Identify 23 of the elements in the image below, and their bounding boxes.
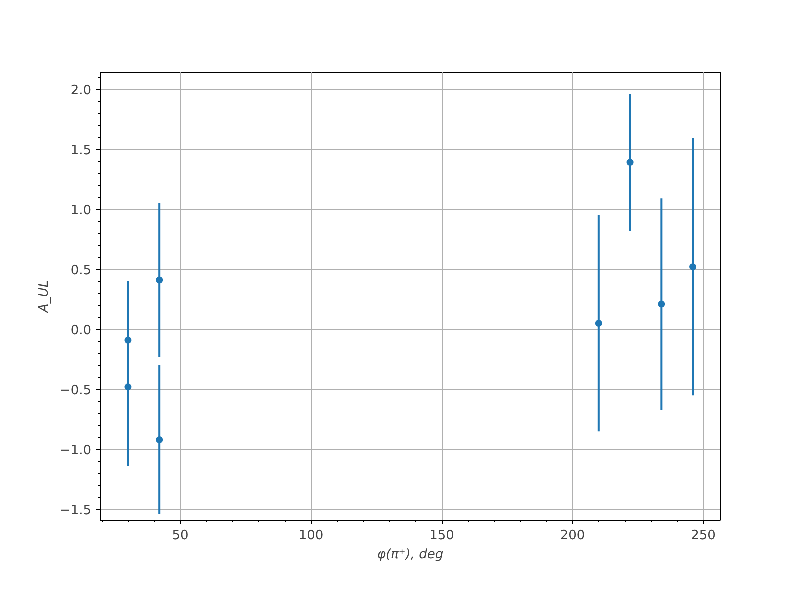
y-tick-label: 0.5 — [70, 263, 92, 278]
y-tick-label: 1.0 — [70, 203, 92, 218]
y-tick-label: 2.0 — [70, 83, 92, 98]
x-axis-title: φ(π⁺), deg — [377, 548, 444, 562]
x-tick-label: 200 — [560, 528, 586, 544]
y-tick-label: 1.5 — [70, 143, 92, 158]
point — [156, 276, 164, 284]
x-tick-label: 150 — [430, 528, 454, 544]
y-tick-label: −1.0 — [60, 444, 92, 459]
point — [156, 436, 164, 444]
y-tick-label: −0.5 — [60, 384, 92, 399]
point — [124, 384, 132, 391]
point — [658, 300, 666, 308]
y-tick-label: −1.5 — [60, 504, 92, 519]
x-tick-label: 100 — [298, 528, 324, 544]
point — [626, 159, 634, 166]
y-tick-label: 0.0 — [70, 324, 92, 339]
y-axis-title: A_UL — [36, 280, 52, 314]
point — [690, 264, 697, 271]
x-tick-label: 50 — [172, 528, 189, 544]
point — [595, 320, 602, 328]
point — [124, 336, 132, 344]
x-tick-label: 250 — [691, 528, 716, 544]
